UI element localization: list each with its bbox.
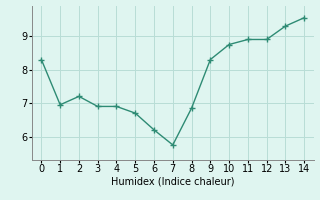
X-axis label: Humidex (Indice chaleur): Humidex (Indice chaleur)	[111, 177, 235, 187]
